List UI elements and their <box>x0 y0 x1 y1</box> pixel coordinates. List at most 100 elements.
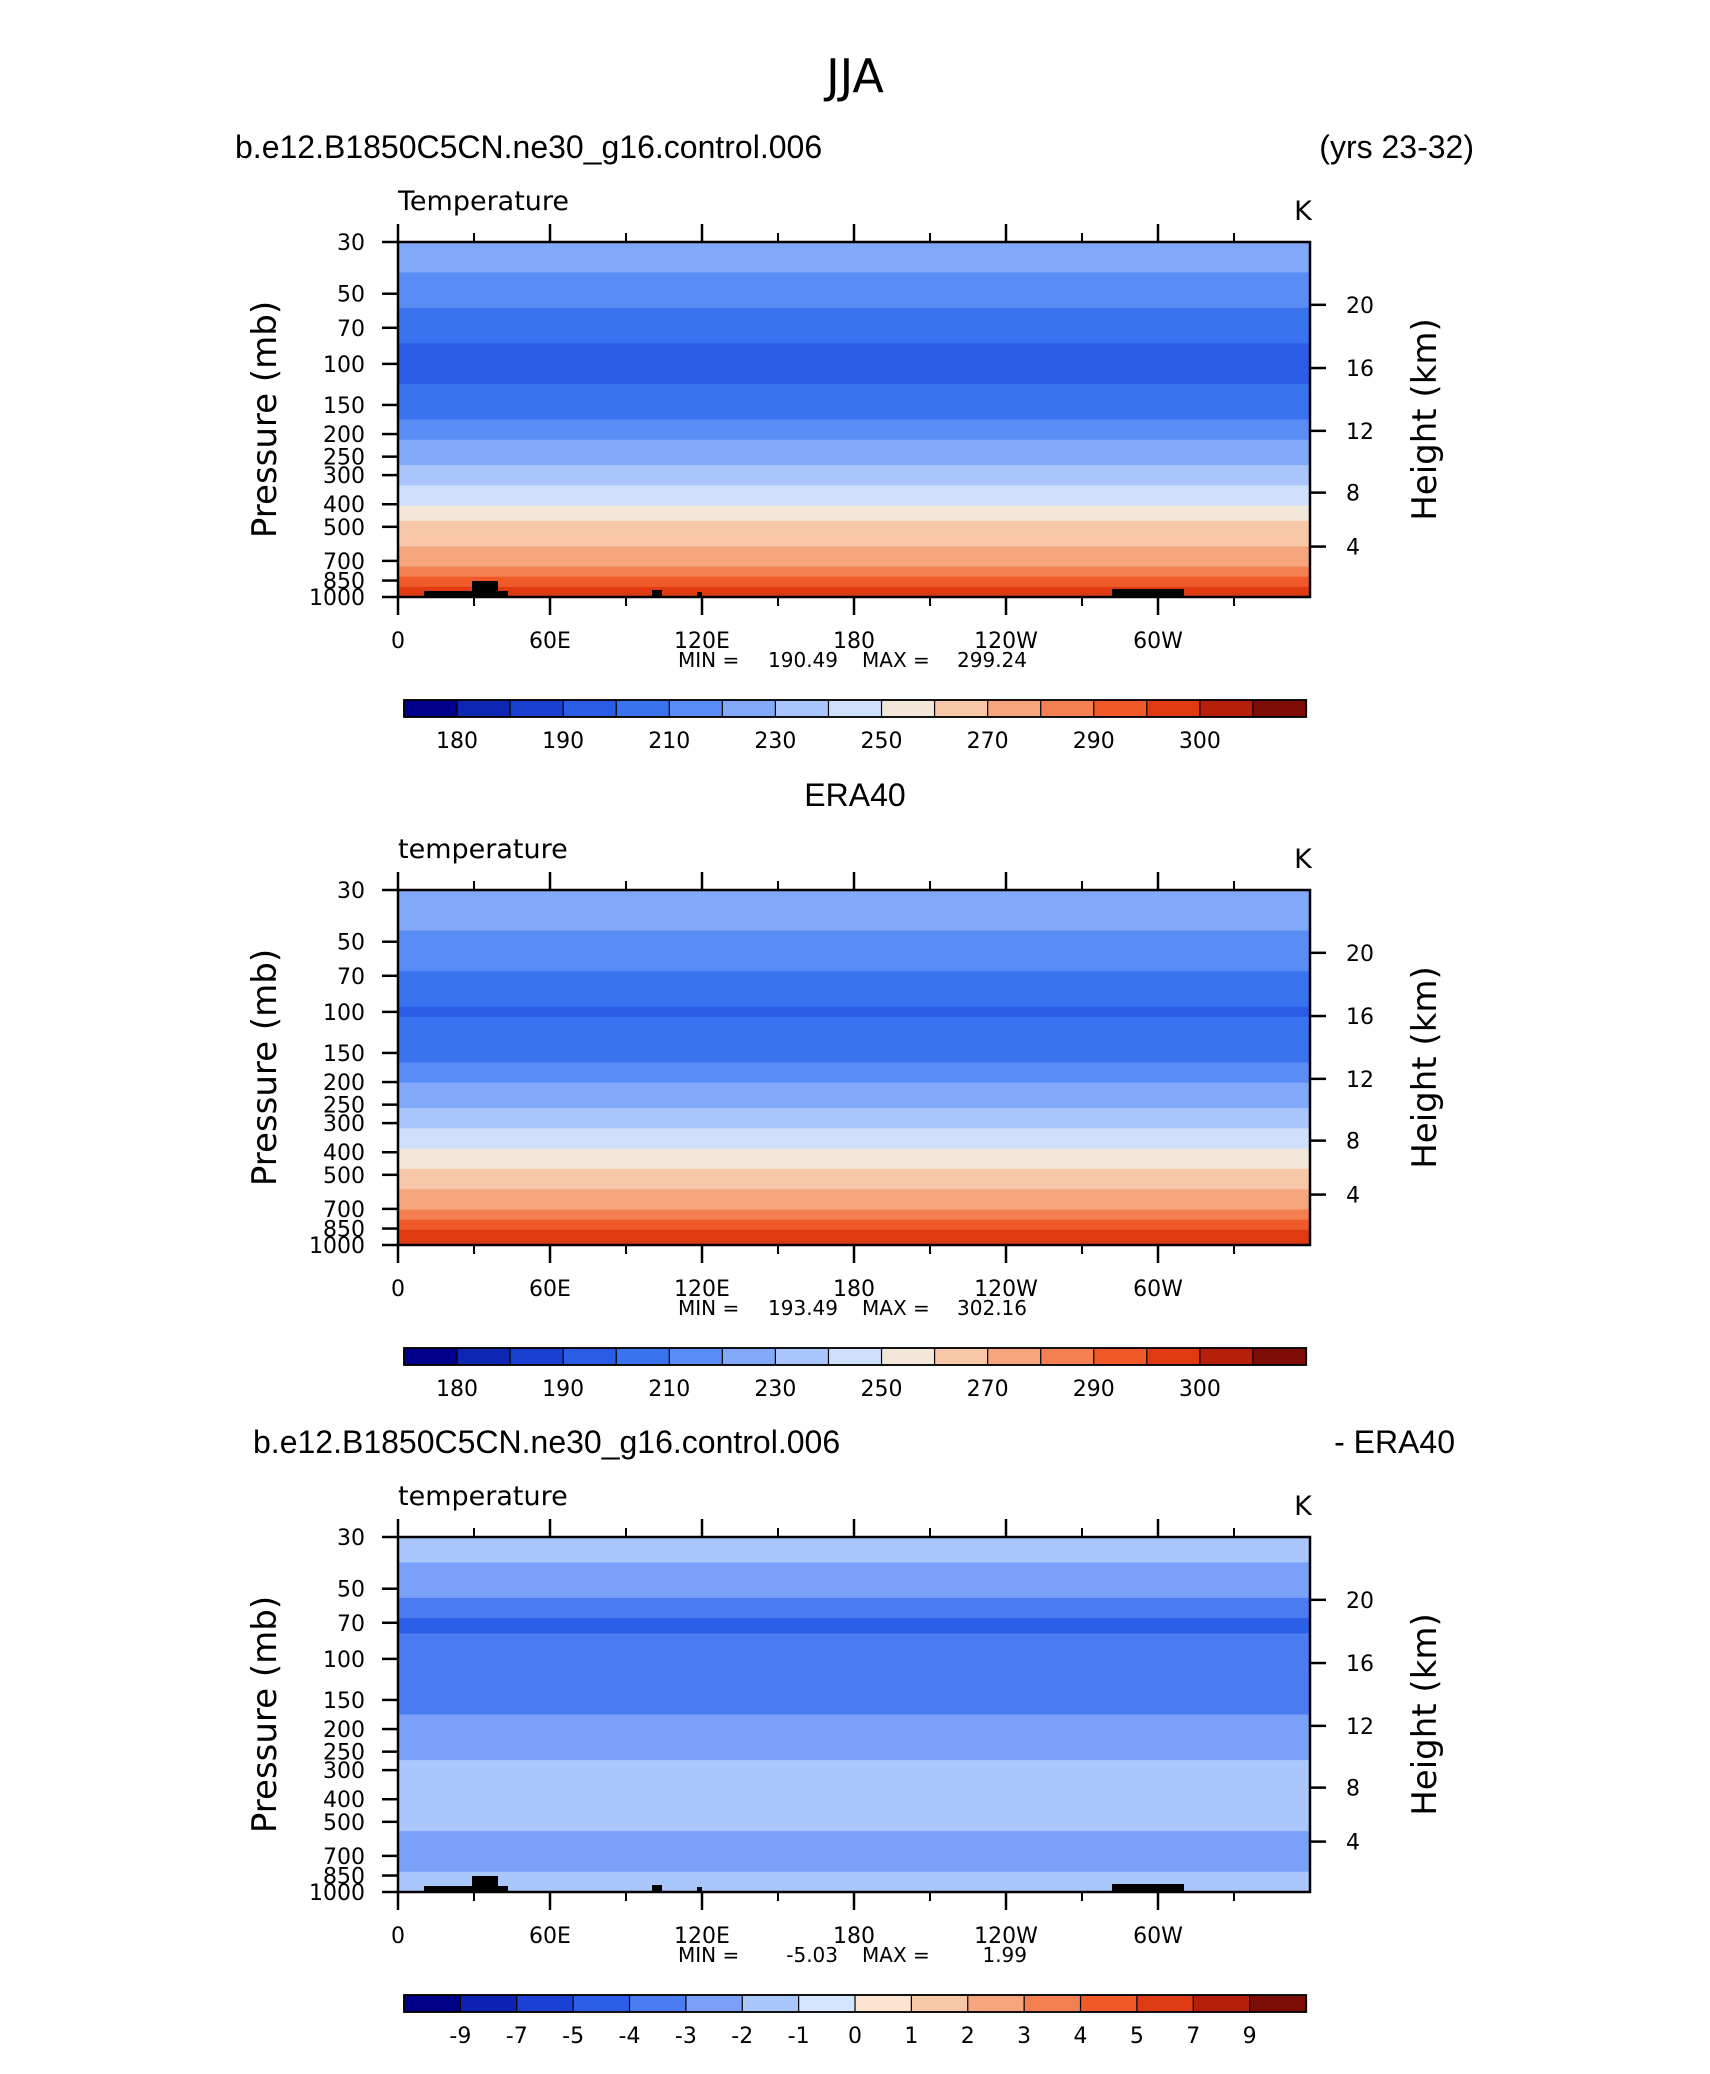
colorbar-box <box>774 1347 830 1366</box>
contour-band <box>398 1815 1310 1822</box>
field-label: Temperature <box>397 186 569 217</box>
x-tick-label: 0 <box>391 1924 405 1949</box>
y-tick-label: 500 <box>323 516 365 541</box>
contour-band <box>398 363 1310 370</box>
contour-band <box>398 1602 1310 1609</box>
contour-band <box>398 1795 1310 1802</box>
y2-tick-label: 12 <box>1346 420 1374 445</box>
contour-band <box>398 1810 1310 1817</box>
contour-band <box>398 1189 1310 1196</box>
colorbar-label: 250 <box>861 1377 903 1402</box>
contour-band <box>398 1800 1310 1807</box>
topography-mask <box>697 1887 702 1892</box>
contour-band <box>398 348 1310 355</box>
contour-band <box>398 1087 1310 1094</box>
y2-axis-label: Height (km) <box>1405 1613 1445 1816</box>
colorbar-box <box>1136 1994 1195 2013</box>
y-tick-label: 300 <box>323 464 365 489</box>
y2-tick-label: 16 <box>1346 1652 1374 1677</box>
contour-band <box>398 1643 1310 1650</box>
contour-band <box>398 520 1310 527</box>
colorbar-box <box>685 1994 744 2013</box>
contour-band <box>398 1821 1310 1827</box>
contour-band <box>398 1653 1310 1660</box>
y2-tick-label: 20 <box>1346 294 1374 319</box>
contour-band <box>398 323 1310 330</box>
contour-band <box>398 1704 1310 1711</box>
contour-band <box>398 419 1310 426</box>
contour-band <box>398 1618 1310 1625</box>
contour-band <box>398 1760 1310 1767</box>
colorbar-box <box>827 1347 883 1366</box>
colorbar-box <box>459 1994 518 2013</box>
colorbar-box <box>1040 699 1095 718</box>
units-label: K <box>1294 844 1313 875</box>
contour-band <box>398 591 1310 598</box>
contour-band <box>398 1886 1310 1893</box>
colorbar-label: -1 <box>788 2024 810 2049</box>
topography-mask <box>424 591 472 597</box>
colorbar-label: 210 <box>648 729 690 754</box>
panels: b.e12.B1850C5CN.ne30_g16.control.006 (yrs… <box>235 129 1474 2049</box>
contour-band <box>398 444 1310 451</box>
max-label: MAX = <box>862 648 930 672</box>
colorbar-box <box>1040 1347 1095 1366</box>
contour-band <box>398 1158 1310 1165</box>
contour-band <box>398 1062 1310 1069</box>
y-tick-label: 150 <box>323 394 365 419</box>
contour-band <box>398 277 1310 284</box>
contour-band <box>398 313 1310 319</box>
contour-band <box>398 551 1310 558</box>
contour-band <box>398 1108 1310 1114</box>
y-tick-label: 850 <box>323 1865 365 1890</box>
topography-mask <box>498 591 508 597</box>
contour-band <box>398 1658 1310 1665</box>
max-label: MAX = <box>862 1943 930 1967</box>
contour-band <box>398 505 1310 512</box>
contour-band <box>398 955 1310 962</box>
contour-band <box>398 1724 1310 1731</box>
y-tick-label: 30 <box>337 231 365 256</box>
contour-band <box>398 1547 1310 1554</box>
x-tick-label: 60W <box>1133 1277 1183 1302</box>
topography-mask <box>472 581 498 597</box>
colorbar-box <box>880 699 936 718</box>
contour-band <box>398 1729 1310 1736</box>
x-tick-label: 180 <box>833 1924 875 1949</box>
contour-band <box>398 966 1310 972</box>
contour-band <box>398 890 1310 896</box>
y-tick-label: 250 <box>323 1741 365 1766</box>
colorbar-label: 300 <box>1179 729 1221 754</box>
x-tick-label: 60E <box>529 1277 571 1302</box>
contour-band <box>398 1052 1310 1059</box>
y-tick-label: 300 <box>323 1112 365 1137</box>
contour-band <box>398 576 1310 583</box>
contour-band <box>398 318 1310 324</box>
contour-band <box>398 1133 1310 1140</box>
contour-band <box>398 536 1310 543</box>
contour-band <box>398 404 1310 411</box>
contour-band <box>398 571 1310 578</box>
colorbar-box <box>1023 1994 1082 2013</box>
contour-band <box>398 1709 1310 1716</box>
contour-band <box>398 378 1310 385</box>
contour-band <box>398 1067 1310 1074</box>
contour-band <box>398 368 1310 375</box>
colorbar-box <box>1199 699 1255 718</box>
contour-band <box>398 900 1310 907</box>
colorbar-box <box>403 1347 459 1366</box>
colorbar-label: 190 <box>542 1377 584 1402</box>
contour-band <box>398 1765 1310 1772</box>
colorbar-label: 180 <box>436 1377 478 1402</box>
contour-band <box>398 465 1310 472</box>
contour-band <box>398 1577 1310 1584</box>
contour-band <box>398 531 1310 537</box>
contour-band <box>398 1623 1310 1630</box>
y-tick-label: 1000 <box>309 1234 365 1259</box>
x-tick-label: 120E <box>674 629 730 654</box>
y2-tick-label: 12 <box>1346 1068 1374 1093</box>
colorbar-box <box>509 699 565 718</box>
colorbar-label: 190 <box>542 729 584 754</box>
contour-band <box>398 1714 1310 1721</box>
contour-band <box>398 1184 1310 1191</box>
